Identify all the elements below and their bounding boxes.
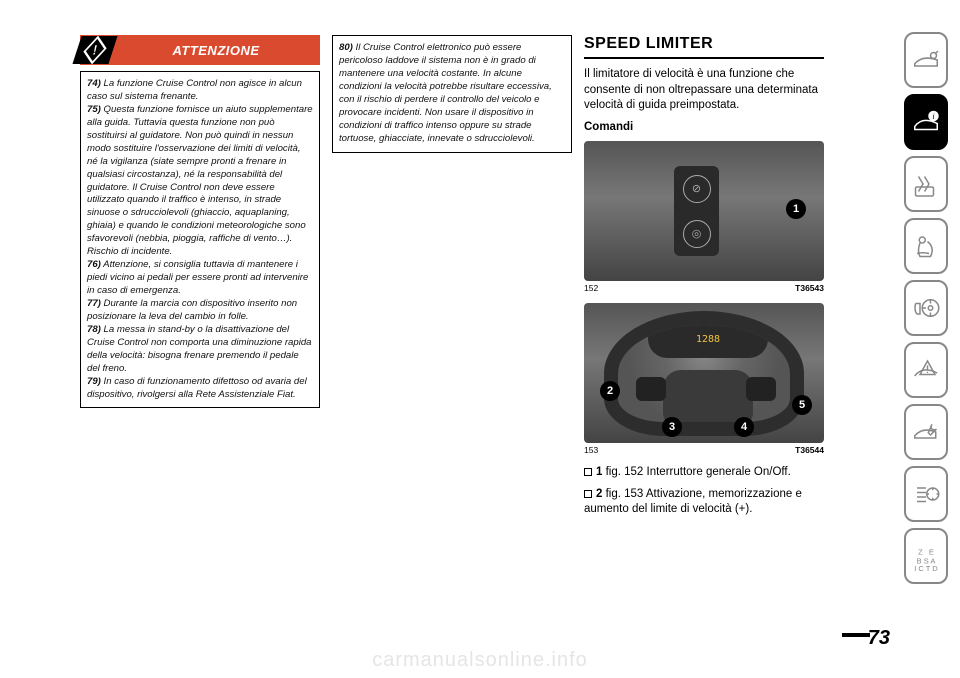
section-title: SPEED LIMITER	[584, 35, 824, 53]
item-1: 1 fig. 152 Interruttore generale On/Off.	[584, 465, 824, 481]
note-79-text: In caso di funzionamento difettoso od av…	[87, 376, 307, 400]
note-76-text: Attenzione, si consiglia tuttavia di man…	[87, 259, 308, 296]
title-rule	[584, 57, 824, 59]
svg-text:I C T D: I C T D	[914, 564, 938, 571]
note-75-num: 75)	[87, 104, 101, 115]
warning-icon: !	[72, 36, 117, 64]
steering-wheel: 1288	[604, 311, 804, 436]
tab-starting[interactable]	[904, 280, 948, 336]
item-2: 2 fig. 153 Attivazione, memorizzazione e…	[584, 487, 824, 518]
fig-153-code: T36544	[795, 445, 824, 455]
tab-overview[interactable]	[904, 32, 948, 88]
note-77-text: Durante la marcia con dispositivo inseri…	[87, 298, 297, 322]
limiter-icon: ⊘	[683, 175, 711, 203]
square-bullet-icon	[584, 468, 592, 476]
warning-mark: !	[91, 42, 98, 58]
cluster-readout: 1288	[696, 334, 720, 345]
note-80-text: Il Cruise Control elettronico può essere…	[339, 42, 552, 144]
note-77-num: 77)	[87, 298, 101, 309]
figure-152: ⊘ ◎ 1	[584, 141, 824, 281]
intro-text: Il limitatore di velocità è una funzione…	[584, 67, 824, 114]
warning-text-box-2: 80) Il Cruise Control elettronico può es…	[332, 35, 572, 153]
attenzione-label: ATTENZIONE	[113, 43, 319, 58]
comandi-heading: Comandi	[584, 120, 824, 136]
item-2-text: fig. 153 Attivazione, memorizzazione e a…	[584, 488, 802, 516]
callout-1: 1	[786, 199, 806, 219]
manual-page: ! ATTENZIONE 74) La funzione Cruise Cont…	[80, 35, 880, 645]
tab-specs[interactable]	[904, 466, 948, 522]
note-79-num: 79)	[87, 376, 101, 387]
callout-2: 2	[600, 381, 620, 401]
note-75-text: Questa funzione fornisce un aiuto supple…	[87, 104, 313, 257]
switch-panel: ⊘ ◎	[674, 166, 719, 256]
note-78-text: La messa in stand-by o la disattivazione…	[87, 324, 312, 374]
column-1: ! ATTENZIONE 74) La funzione Cruise Cont…	[80, 35, 320, 645]
tab-warning[interactable]	[904, 342, 948, 398]
attenzione-banner: ! ATTENZIONE	[80, 35, 320, 65]
tab-info[interactable]: i	[904, 94, 948, 150]
note-80-num: 80)	[339, 42, 353, 53]
page-number-value: 73	[868, 627, 890, 649]
tab-index[interactable]: Z EB S AI C T D	[904, 528, 948, 584]
note-74-text: La funzione Cruise Control non agisce in…	[87, 78, 302, 102]
fig-153-num: 153	[584, 445, 598, 455]
warning-text-box-1: 74) La funzione Cruise Control non agisc…	[80, 71, 320, 408]
callout-5: 5	[792, 395, 812, 415]
svg-text:Z E: Z E	[918, 548, 934, 557]
note-76-num: 76)	[87, 259, 101, 270]
page-number: 73	[842, 627, 890, 650]
square-bullet-icon	[584, 490, 592, 498]
item-1-text: fig. 152 Interruttore generale On/Off.	[602, 466, 790, 478]
cruise-icon: ◎	[683, 220, 711, 248]
column-2: 80) Il Cruise Control elettronico può es…	[332, 35, 572, 645]
column-3: SPEED LIMITER Il limitatore di velocità …	[584, 35, 824, 645]
page-number-bar	[842, 633, 870, 637]
figure-153-caption: 153 T36544	[584, 445, 824, 455]
right-wheel-button	[746, 377, 776, 401]
watermark: carmanualsonline.info	[0, 649, 960, 672]
callout-3: 3	[662, 417, 682, 437]
tab-safety[interactable]	[904, 218, 948, 274]
figure-152-caption: 152 T36543	[584, 283, 824, 293]
callout-4: 4	[734, 417, 754, 437]
left-wheel-button	[636, 377, 666, 401]
fig-152-num: 152	[584, 283, 598, 293]
instrument-cluster: 1288	[648, 320, 768, 358]
figure-153: 1288 2 3 4 5	[584, 303, 824, 443]
fig-152-code: T36543	[795, 283, 824, 293]
tab-lights[interactable]	[904, 156, 948, 212]
section-sidebar: i Z EB S AI C T D	[904, 32, 948, 584]
note-78-num: 78)	[87, 324, 101, 335]
note-74-num: 74)	[87, 78, 101, 89]
tab-maintenance[interactable]	[904, 404, 948, 460]
